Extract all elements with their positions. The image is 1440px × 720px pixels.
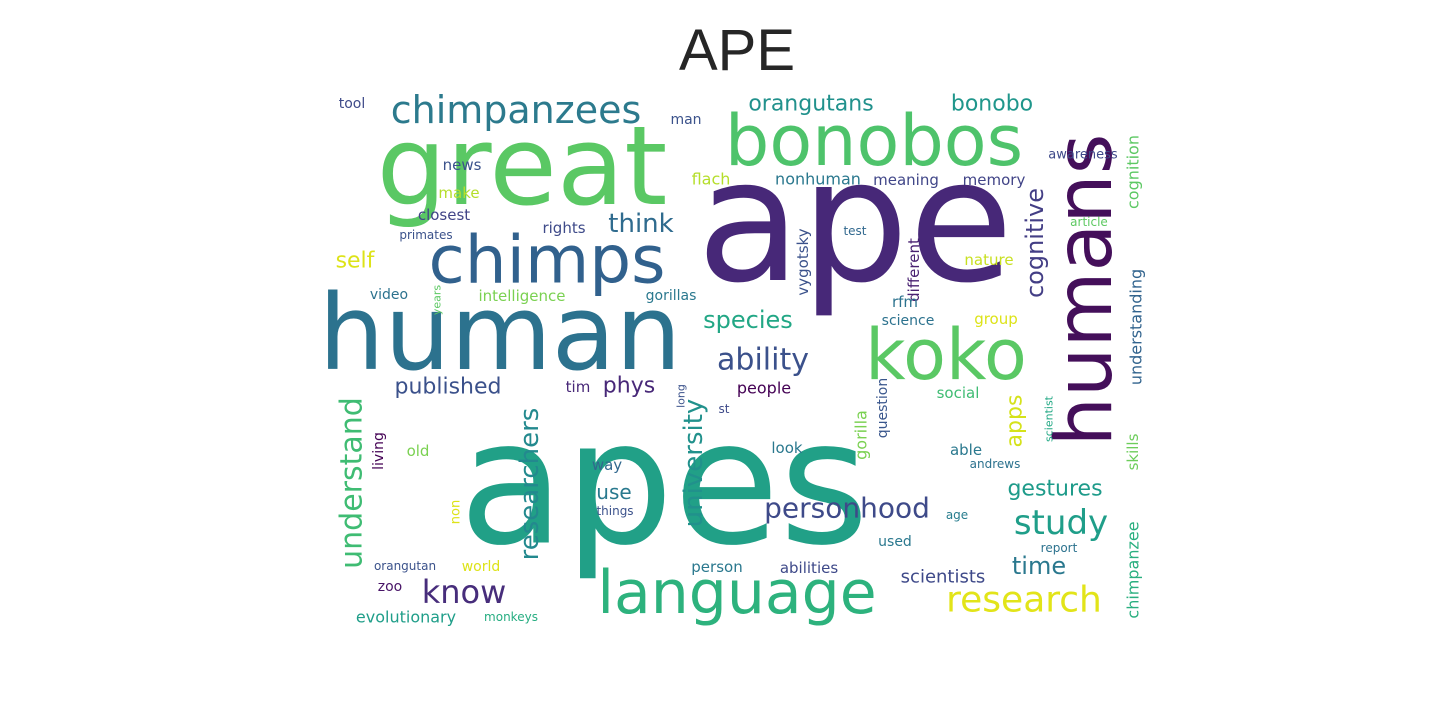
word-monkeys: monkeys	[484, 610, 538, 624]
word-zoo: zoo	[378, 579, 402, 595]
word-group: group	[974, 310, 1018, 328]
word-published: published	[394, 375, 501, 400]
word-ability: ability	[717, 343, 809, 378]
word-flach: flach	[692, 170, 731, 189]
figure-title: APE	[678, 18, 796, 83]
word-long: long	[675, 384, 688, 408]
word-article: article	[1070, 215, 1108, 229]
word-gestures: gestures	[1007, 477, 1102, 502]
word-abilities: abilities	[780, 559, 838, 577]
word-chimps: chimps	[428, 222, 665, 299]
word-look: look	[771, 439, 803, 457]
word-tim: tim	[566, 378, 591, 396]
word-people: people	[737, 379, 791, 398]
word-living: living	[371, 432, 387, 470]
word-person: person	[691, 558, 742, 576]
word-non: non	[449, 500, 464, 524]
word-understanding: understanding	[1127, 269, 1146, 385]
word-orangutan: orangutan	[374, 559, 436, 573]
word-bonobo: bonobo	[951, 92, 1033, 117]
word-study: study	[1014, 503, 1108, 543]
word-question: question	[875, 378, 891, 438]
word-world: world	[462, 559, 501, 575]
word-use: use	[596, 480, 631, 504]
word-nonhuman: nonhuman	[775, 170, 861, 189]
word-tool: tool	[339, 96, 366, 112]
word-gorillas: gorillas	[646, 288, 697, 304]
word-awareness: awareness	[1048, 148, 1118, 163]
word-know: know	[422, 573, 507, 611]
word-research: research	[946, 580, 1102, 621]
word-different: different	[905, 238, 923, 302]
word-test: test	[843, 224, 866, 238]
word-apps: apps	[1003, 395, 1028, 448]
word-species: species	[703, 306, 793, 334]
word-language: language	[597, 558, 876, 628]
word-andrews: andrews	[970, 457, 1021, 471]
word-personhood: personhood	[764, 492, 930, 525]
word-old: old	[407, 442, 430, 460]
word-able: able	[950, 441, 982, 459]
word-chimpanzee: chimpanzee	[1124, 521, 1143, 618]
word-news: news	[443, 156, 482, 174]
word-memory: memory	[963, 171, 1026, 189]
word-humans: humans	[1040, 134, 1130, 447]
word-video: video	[370, 287, 408, 303]
word-think: think	[608, 209, 673, 239]
word-used: used	[878, 534, 912, 550]
word-bonobos: bonobos	[725, 100, 1023, 182]
word-gorilla: gorilla	[852, 410, 871, 460]
word-skills: skills	[1124, 433, 1142, 470]
word-orangutans: orangutans	[748, 92, 873, 117]
word-make: make	[438, 184, 479, 202]
word-way: way	[592, 456, 622, 474]
word-man: man	[670, 112, 701, 128]
word-time: time	[1012, 552, 1066, 580]
word-cognitive: cognitive	[1021, 188, 1049, 298]
word-great: great	[377, 102, 668, 230]
word-nature: nature	[964, 251, 1013, 269]
word-chimpanzees: chimpanzees	[391, 88, 642, 132]
word-cognition: cognition	[1124, 135, 1143, 209]
word-years: years	[431, 285, 444, 316]
word-apes: apes	[459, 383, 869, 584]
word-report: report	[1041, 541, 1078, 555]
word-scientists: scientists	[901, 567, 986, 588]
word-st: st	[719, 402, 730, 416]
word-science: science	[882, 313, 935, 329]
word-ape: ape	[697, 123, 1014, 321]
word-koko: koko	[865, 314, 1027, 396]
word-phys: phys	[603, 374, 655, 399]
word-age: age	[946, 508, 968, 522]
word-scientist: scientist	[1043, 395, 1056, 442]
word-human: human	[319, 272, 682, 394]
word-things: things	[596, 504, 633, 518]
word-evolutionary: evolutionary	[356, 608, 456, 627]
word-closest: closest	[418, 206, 470, 224]
word-university: university	[679, 399, 709, 528]
word-rfm: rfm	[892, 293, 918, 311]
word-intelligence: intelligence	[478, 287, 565, 305]
word-primates: primates	[399, 228, 452, 242]
word-rights: rights	[542, 219, 585, 237]
word-researchers: researchers	[515, 408, 545, 561]
word-self: self	[336, 249, 376, 274]
word-meaning: meaning	[873, 171, 939, 189]
word-vygotsky: vygotsky	[794, 228, 812, 295]
word-understand: understand	[335, 397, 370, 569]
word-social: social	[937, 384, 980, 402]
